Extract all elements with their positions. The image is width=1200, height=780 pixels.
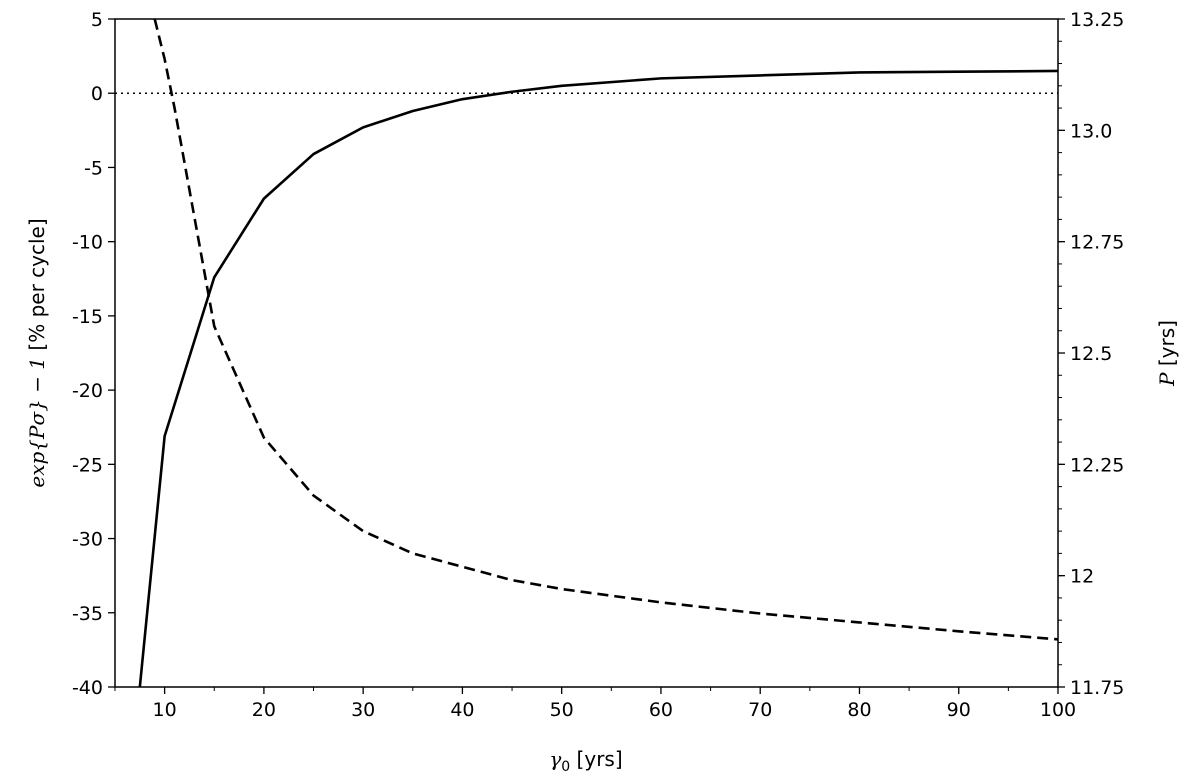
series-line-dashed xyxy=(153,19,1058,641)
x-tick-label: 90 xyxy=(947,699,971,721)
left-tick-label: -25 xyxy=(72,454,103,476)
left-tick-label: -35 xyxy=(72,603,103,625)
left-axis-title: exp{Pσ} − 1 [% per cycle] xyxy=(25,218,49,487)
left-tick-label: 0 xyxy=(91,83,103,105)
left-axis-ticks: 5 0 -5 -10 -15 -20 -25 -30 -35 -40 xyxy=(72,9,115,699)
left-tick-label: -20 xyxy=(72,380,103,402)
left-tick-label: -5 xyxy=(84,157,103,179)
right-tick-label: 12.5 xyxy=(1070,343,1112,365)
x-tick-label: 40 xyxy=(450,699,474,721)
x-tick-label: 60 xyxy=(649,699,673,721)
x-axis-title: γ0 [yrs] xyxy=(549,747,622,775)
right-tick-label: 11.75 xyxy=(1070,677,1124,699)
series-line-solid xyxy=(138,69,1058,687)
left-tick-label: -30 xyxy=(72,529,103,551)
right-tick-label: 13.25 xyxy=(1070,9,1124,31)
plot-frame xyxy=(114,18,1059,688)
right-tick-label: 13.0 xyxy=(1070,120,1112,142)
x-tick-label: 20 xyxy=(252,699,276,721)
right-tick-label: 12 xyxy=(1070,566,1094,588)
left-tick-label: 5 xyxy=(91,9,103,31)
right-tick-label: 12.25 xyxy=(1070,454,1124,476)
x-tick-label: 50 xyxy=(550,699,574,721)
x-tick-label: 80 xyxy=(847,699,871,721)
left-tick-label: -10 xyxy=(72,232,103,254)
x-tick-label: 70 xyxy=(748,699,772,721)
x-axis-ticks: 10 20 30 40 50 60 70 80 90 100 xyxy=(114,687,1076,721)
left-tick-label: -15 xyxy=(72,306,103,328)
x-tick-label: 10 xyxy=(153,699,177,721)
right-axis-title: P [yrs] xyxy=(1155,320,1179,387)
x-tick-label: 100 xyxy=(1040,699,1076,721)
right-axis-ticks: 13.25 13.0 12.75 12.5 12.25 12 11.75 xyxy=(1058,9,1124,699)
x-tick-label: 30 xyxy=(351,699,375,721)
left-tick-label: -40 xyxy=(72,677,103,699)
right-tick-label: 12.75 xyxy=(1070,232,1124,254)
series-layer xyxy=(138,19,1058,687)
